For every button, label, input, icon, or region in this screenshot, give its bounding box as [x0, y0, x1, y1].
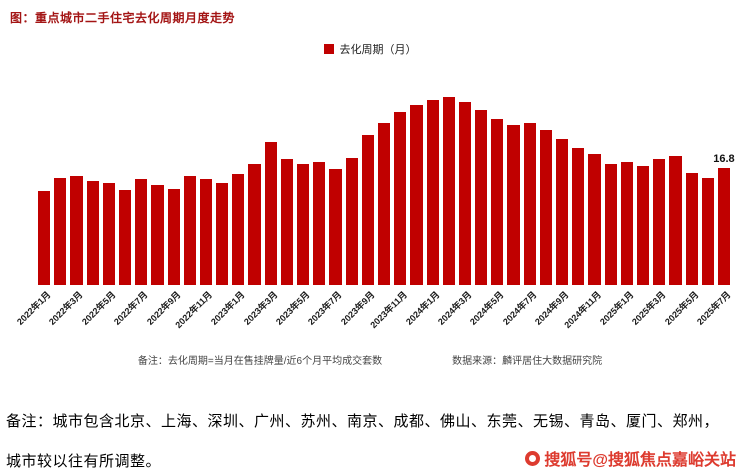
- x-axis-label: 2025年1月: [597, 289, 636, 327]
- bar: [199, 179, 213, 285]
- bottom-note-line1: 备注：城市包含北京、上海、深圳、广州、苏州、南京、成都、佛山、东莞、无锡、青岛、…: [6, 414, 720, 430]
- x-axis-label: 2025年3月: [630, 289, 668, 327]
- bar: [167, 188, 180, 285]
- watermark-label: 搜狐号@搜狐焦点嘉峪关站: [544, 452, 736, 469]
- bar: [232, 173, 245, 285]
- footnote-source: 数据来源：麟评居住大数据研究院: [452, 356, 603, 367]
- x-axis-label: 2022年3月: [47, 289, 85, 327]
- x-axis-label: 2024年7月: [500, 289, 539, 327]
- bar: [118, 190, 132, 285]
- x-axis-label: 2024年3月: [435, 289, 474, 327]
- sohu-logo-icon: [525, 450, 541, 466]
- bar: [151, 185, 164, 285]
- bar: [572, 148, 585, 285]
- x-axis-label: 2025年5月: [662, 289, 701, 327]
- bar: [377, 122, 391, 285]
- legend-label: 去化周期（月）: [339, 44, 417, 56]
- x-axis-label: 2022年7月: [112, 289, 150, 327]
- bar: [280, 158, 293, 285]
- footnote-formula: 备注：去化周期=当月在售挂牌量/近6个月平均成交套数: [137, 356, 383, 367]
- bar: [653, 158, 666, 285]
- bar: [394, 112, 407, 285]
- bar: [345, 158, 358, 285]
- x-axis-labels: 2022年1月 2022年3月 2022年5月 2022年7月 2022年9月 2022年…: [15, 288, 733, 346]
- bar: [183, 176, 196, 285]
- bar: [86, 180, 99, 285]
- sohu-watermark: 搜狐号@搜狐焦点嘉峪关站: [525, 446, 736, 470]
- bar: [669, 156, 682, 285]
- bar: [604, 163, 617, 285]
- x-axis-label: 2025年7月: [694, 289, 733, 327]
- bar: [636, 165, 650, 285]
- bar: [410, 105, 423, 285]
- bar: [491, 119, 504, 285]
- bar: [588, 154, 601, 285]
- x-axis-label: 2023年7月: [306, 289, 344, 327]
- bar: [329, 168, 342, 285]
- bar: [475, 110, 488, 285]
- bar: [70, 176, 83, 285]
- x-axis-label: 2022年5月: [79, 289, 118, 327]
- x-axis-label: 2022年1月: [15, 289, 53, 327]
- bar: [361, 135, 374, 285]
- chart-footnote: 备注：去化周期=当月在售挂牌量/近6个月平均成交套数 数据来源：麟评居住大数据研…: [0, 352, 740, 367]
- bar: 16.8: [713, 153, 735, 285]
- x-axis-label: 2023年1月: [209, 289, 247, 327]
- bar: [556, 138, 569, 285]
- page-title: 图：重点城市二手住宅去化周期月度走势: [10, 11, 236, 25]
- bar: [248, 163, 261, 285]
- bar: [54, 178, 67, 285]
- bar: [539, 129, 552, 285]
- bar: [264, 142, 277, 285]
- bottom-note-line2: 城市较以往有所调整。: [6, 454, 162, 470]
- x-axis-label: 2023年3月: [241, 289, 280, 327]
- x-axis-label: 2024年5月: [468, 289, 506, 327]
- bar: [507, 124, 520, 285]
- bar: [135, 179, 148, 285]
- bar: [701, 177, 714, 285]
- bar: [313, 161, 326, 285]
- bar: [216, 182, 229, 285]
- bar: [523, 122, 536, 285]
- x-axis-label: 2023年5月: [274, 289, 312, 327]
- bar: [38, 190, 51, 285]
- bar: [685, 172, 698, 285]
- bar: [458, 102, 472, 285]
- bar: [426, 99, 439, 285]
- bar: [620, 161, 633, 285]
- bar: [442, 96, 455, 285]
- bar: [102, 183, 115, 285]
- last-bar-value-label: 16.8: [713, 152, 735, 165]
- bar-chart-plot: 16.8: [36, 62, 735, 285]
- chart-legend: 去化周期（月）: [0, 41, 740, 57]
- legend-swatch: [323, 44, 334, 54]
- bar: [297, 163, 310, 285]
